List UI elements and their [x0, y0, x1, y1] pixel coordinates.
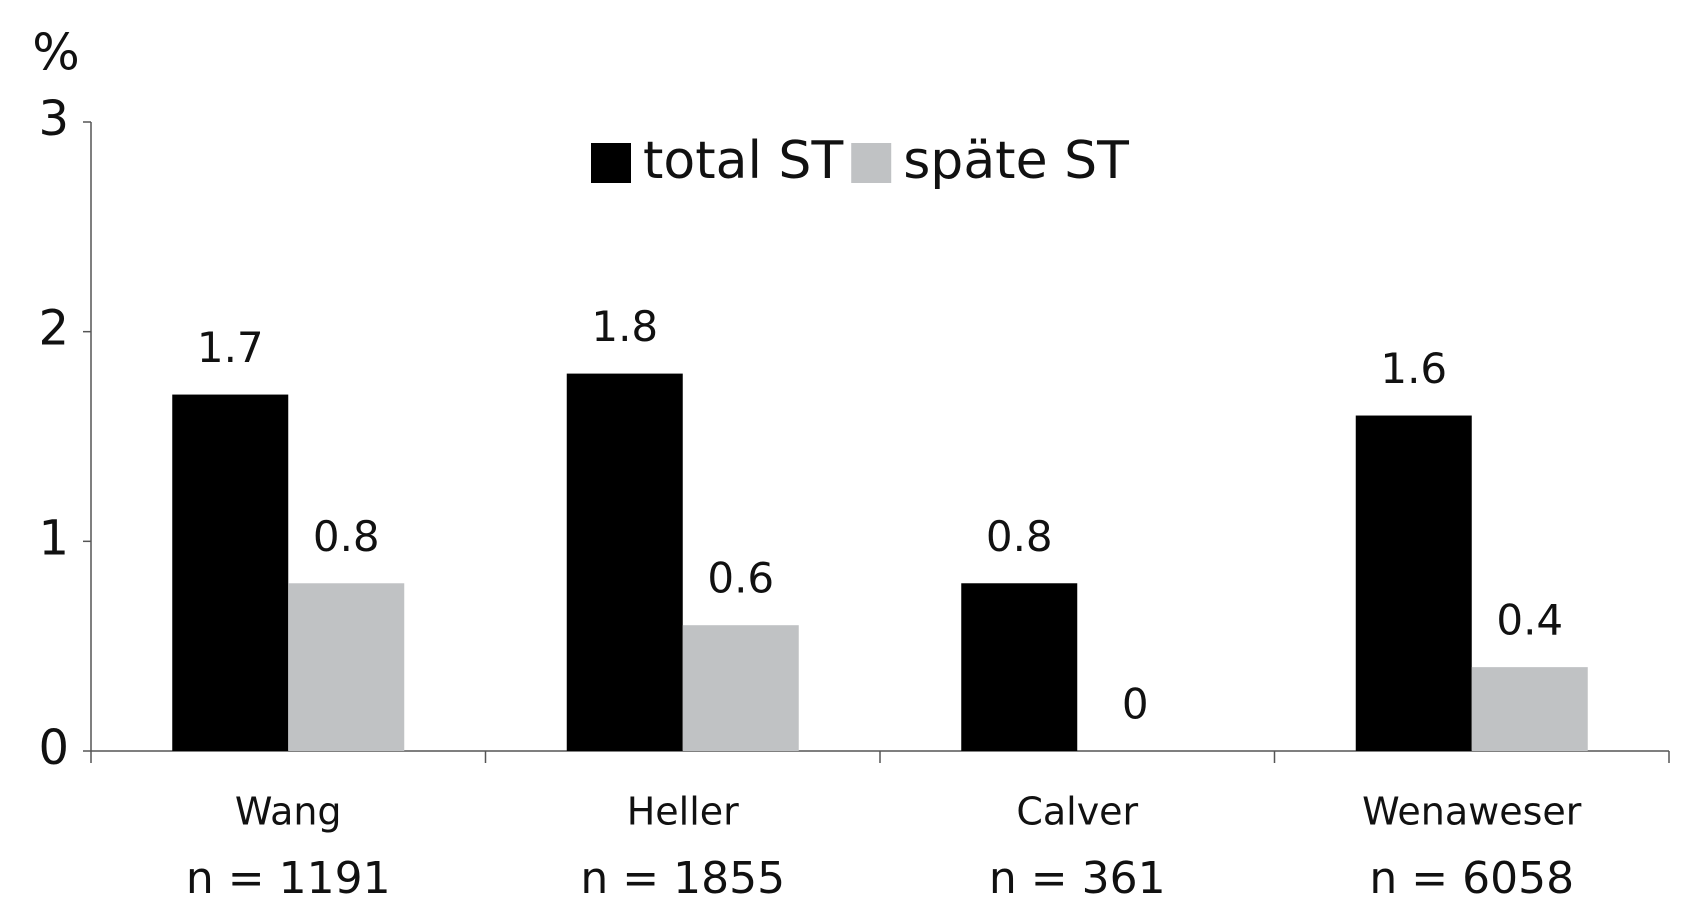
legend-swatch — [851, 143, 892, 183]
data-label: 1.6 — [1380, 344, 1447, 393]
y-tick-label: 1 — [38, 510, 69, 566]
data-label: 0.8 — [313, 512, 380, 561]
legend-label: späte ST — [903, 131, 1129, 191]
bar — [1471, 667, 1588, 751]
data-label: 1.8 — [591, 302, 658, 351]
legend-swatch — [591, 143, 631, 183]
sample-size-label: n = 1855 — [580, 853, 785, 904]
sample-size-label: n = 6058 — [1369, 853, 1574, 904]
bar — [682, 625, 799, 751]
bar — [172, 394, 289, 751]
y-tick-label: 3 — [38, 91, 69, 147]
x-tick-label: Wenaweser — [1362, 790, 1582, 834]
data-label: 0.8 — [986, 512, 1053, 561]
bar — [1355, 415, 1472, 751]
sample-size-label: n = 361 — [989, 853, 1166, 904]
y-axis-label: % — [32, 24, 80, 82]
y-tick-label: 2 — [38, 301, 69, 357]
y-tick-label: 0 — [38, 720, 69, 776]
data-label: 0.4 — [1496, 596, 1563, 645]
bar — [288, 583, 405, 751]
data-label: 0.6 — [707, 554, 774, 603]
legend-label: total ST — [643, 131, 843, 191]
bar — [961, 583, 1078, 751]
x-tick-label: Calver — [1016, 790, 1138, 834]
data-label: 1.7 — [197, 323, 264, 372]
data-label: 0 — [1122, 680, 1149, 729]
x-tick-label: Wang — [235, 790, 342, 834]
x-tick-label: Heller — [627, 790, 739, 834]
sample-size-label: n = 1191 — [186, 853, 391, 904]
bar — [566, 373, 683, 751]
